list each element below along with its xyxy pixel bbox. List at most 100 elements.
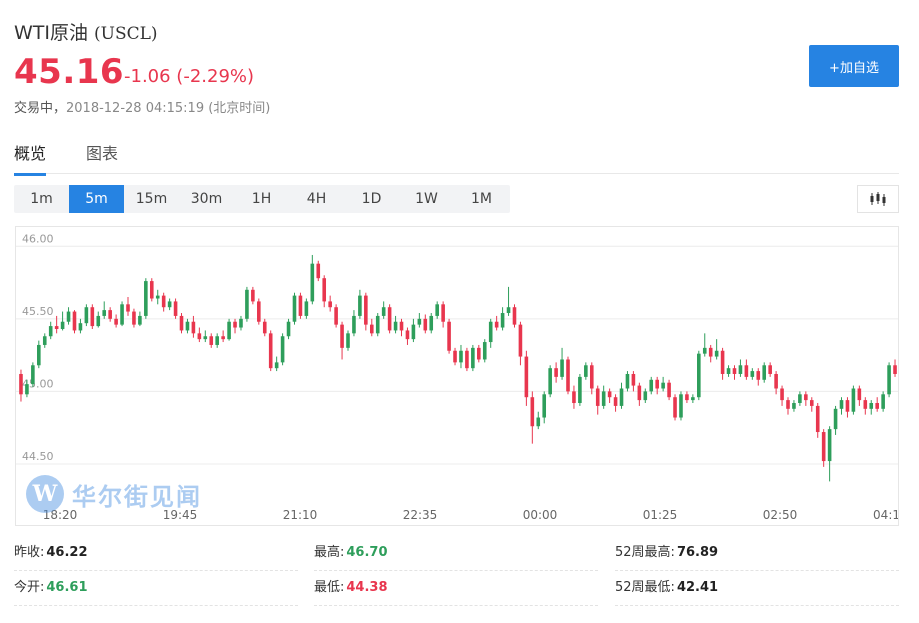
candle-body [465,350,469,369]
candle-body [792,403,796,409]
candle-body [42,336,47,345]
candle-body [506,307,511,314]
candle-body [821,432,826,462]
candle-body [191,321,196,334]
candle-body [215,336,219,345]
candle-body [572,391,576,404]
stat-52w-low: 52周最低: 42.41 [615,571,899,606]
candle-body [417,318,422,325]
candle-body [429,315,434,331]
candle-body [607,391,612,398]
candle-body [25,384,29,395]
candle-body [584,365,588,377]
period-1w[interactable]: 1W [415,191,438,207]
candle-body [114,318,118,325]
candle-body [405,330,410,340]
candle-body [500,313,505,328]
candle-body [750,371,755,377]
candle-body [274,362,279,369]
candle-body [423,318,428,331]
candle-body [167,301,172,308]
candle-body [322,278,327,302]
candle-body [441,304,445,322]
candle-body [346,333,350,348]
candle-body [328,301,332,308]
candle-body [144,281,148,316]
add-to-watchlist-button[interactable]: +加自选 [809,45,899,87]
candle-body [566,359,570,392]
candle-body [358,295,362,316]
candle-body [845,400,850,412]
candle-body [637,385,642,401]
candle-body [691,397,695,401]
tab-chart[interactable]: 图表 [86,144,119,163]
candle-body [512,307,517,325]
candlestick-chart[interactable]: 46.00 45.50 45.00 44.50 18:20 19:45 21:10 22:35… [15,226,899,526]
candle-body [554,368,558,377]
candle-body [786,400,790,409]
stat-value: 46.70 [346,545,388,560]
stat-prev-close: 昨收: 46.22 [14,536,298,571]
candle-body [542,394,547,418]
tab-overview[interactable]: 概览 [14,140,47,176]
period-1d[interactable]: 1D [361,191,382,207]
period-1mo[interactable]: 1M [471,191,492,207]
period-30m[interactable]: 30m [190,191,223,207]
candle-body [96,315,101,327]
candle-body [203,336,208,340]
period-5m[interactable]: 5m [69,185,124,213]
candle-body [869,403,874,409]
candlestick-icon [870,192,886,206]
candle-body [673,397,677,418]
candle-body [625,373,630,389]
candle-body [227,321,231,340]
candle-body [161,295,166,308]
candle-body [60,321,65,329]
candle-body [239,318,243,328]
instrument-name: WTI原油 [14,22,88,44]
chart-type-button[interactable] [857,185,899,213]
candle-body [518,324,523,357]
candle-body [286,321,291,337]
candle-body [262,321,267,334]
candle-body [756,371,761,380]
candle-body [173,301,178,316]
candle-body [411,324,416,340]
candle-body [48,326,53,337]
x-tick-label: 04:1 [873,508,899,522]
candle-body [875,403,879,409]
candle-body [631,373,636,386]
candle-body [643,391,648,401]
candle-body [857,388,862,401]
y-tick-label: 45.50 [22,305,54,318]
stat-open: 今开: 46.61 [14,571,298,606]
stat-value: 42.41 [676,580,719,595]
candle-body [387,307,392,331]
period-1h[interactable]: 1H [251,191,272,207]
candle-body [798,394,802,404]
candle-body [679,394,683,418]
candle-body [447,321,451,351]
candle-body [126,304,130,312]
candle-body [809,400,814,406]
period-15m[interactable]: 15m [135,191,168,207]
candle-body [304,301,309,316]
watermark: W 华尔街见闻 [26,475,202,513]
stat-value: 44.38 [346,580,388,595]
y-tick-label: 46.00 [22,232,54,245]
brand-logo-icon: W [26,475,64,513]
last-price: 45.16 [14,52,125,92]
period-4h[interactable]: 4H [306,191,327,207]
quote-timestamp: 2018-12-28 04:15:19 (北京时间) [66,101,271,116]
candle-body [31,365,35,385]
candle-body [851,388,856,412]
x-tick-label: 18:20 [43,508,78,522]
candle-body [887,365,891,395]
candle-body [780,388,784,401]
candle-body [488,321,493,343]
candle-body [601,391,606,406]
candle-body [530,397,535,427]
candle-body [369,324,374,334]
candle-body [804,394,808,401]
period-1m[interactable]: 1m [30,191,53,207]
